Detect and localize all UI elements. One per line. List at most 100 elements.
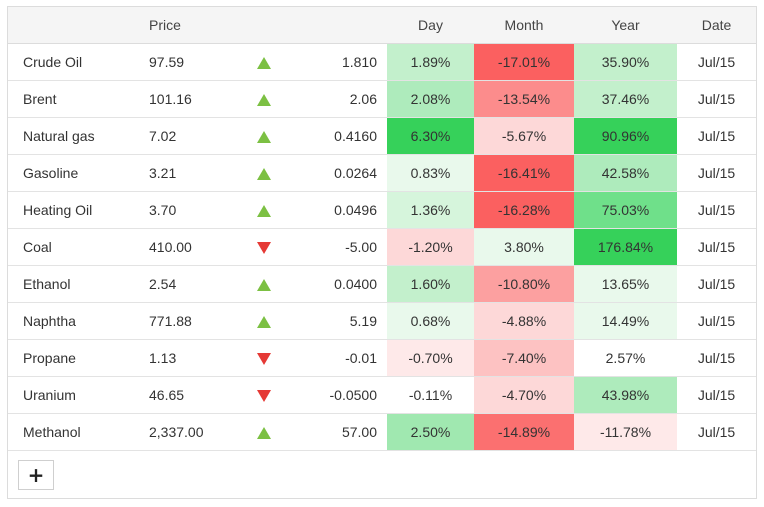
year-change: 75.03%	[574, 191, 677, 229]
arrow-up-icon	[257, 278, 271, 291]
arrow-down-icon	[257, 389, 271, 402]
direction-cell	[234, 43, 294, 81]
direction-cell	[234, 265, 294, 303]
price-change: 0.0264	[294, 154, 387, 192]
commodity-price: 3.70	[139, 191, 234, 229]
year-change: -11.78%	[574, 413, 677, 451]
commodities-panel: Price Day Month Year Date Crude Oil 97.59…	[7, 6, 757, 499]
price-change: 0.0400	[294, 265, 387, 303]
table-row[interactable]: Ethanol 2.54 0.0400 1.60% -10.80% 13.65% Jul/1…	[8, 265, 756, 303]
table-row[interactable]: Propane 1.13 -0.01 -0.70% -7.40% 2.57% Jul/15	[8, 339, 756, 377]
header-day[interactable]: Day	[387, 7, 474, 44]
price-change: 5.19	[294, 302, 387, 340]
table-row[interactable]: Brent 101.16 2.06 2.08% -13.54% 37.46% Jul/15	[8, 80, 756, 118]
commodity-name: Crude Oil	[8, 43, 139, 81]
month-change: -7.40%	[474, 339, 574, 377]
table-row[interactable]: Methanol 2,337.00 57.00 2.50% -14.89% -11.78%…	[8, 413, 756, 451]
arrow-up-icon	[257, 130, 271, 143]
arrow-down-icon	[257, 352, 271, 365]
header-year[interactable]: Year	[574, 7, 677, 44]
commodity-price: 1.13	[139, 339, 234, 377]
month-change: -16.28%	[474, 191, 574, 229]
year-change: 2.57%	[574, 339, 677, 377]
commodity-price: 7.02	[139, 117, 234, 155]
header-change	[294, 7, 387, 44]
table-row[interactable]: Gasoline 3.21 0.0264 0.83% -16.41% 42.58% Jul/…	[8, 154, 756, 192]
year-change: 37.46%	[574, 80, 677, 118]
direction-cell	[234, 80, 294, 118]
direction-cell	[234, 117, 294, 155]
price-change: -0.0500	[294, 376, 387, 414]
commodity-price: 46.65	[139, 376, 234, 414]
header-month[interactable]: Month	[474, 7, 574, 44]
direction-cell	[234, 413, 294, 451]
row-date: Jul/15	[677, 43, 756, 81]
direction-cell	[234, 228, 294, 266]
day-change: -0.11%	[387, 376, 474, 414]
commodity-name: Ethanol	[8, 265, 139, 303]
arrow-up-icon	[257, 426, 271, 439]
day-change: 1.60%	[387, 265, 474, 303]
month-change: -5.67%	[474, 117, 574, 155]
table-row[interactable]: Coal 410.00 -5.00 -1.20% 3.80% 176.84% Jul/15	[8, 228, 756, 266]
commodity-price: 410.00	[139, 228, 234, 266]
row-date: Jul/15	[677, 265, 756, 303]
commodity-price: 97.59	[139, 43, 234, 81]
header-date[interactable]: Date	[677, 7, 756, 44]
commodity-price: 2.54	[139, 265, 234, 303]
header-name	[8, 7, 139, 44]
commodity-price: 3.21	[139, 154, 234, 192]
day-change: 0.68%	[387, 302, 474, 340]
row-date: Jul/15	[677, 302, 756, 340]
year-change: 90.96%	[574, 117, 677, 155]
commodity-name: Methanol	[8, 413, 139, 451]
row-date: Jul/15	[677, 154, 756, 192]
price-change: -0.01	[294, 339, 387, 377]
row-date: Jul/15	[677, 413, 756, 451]
row-date: Jul/15	[677, 191, 756, 229]
row-date: Jul/15	[677, 80, 756, 118]
direction-cell	[234, 376, 294, 414]
commodity-name: Gasoline	[8, 154, 139, 192]
arrow-up-icon	[257, 204, 271, 217]
commodity-name: Heating Oil	[8, 191, 139, 229]
month-change: -10.80%	[474, 265, 574, 303]
month-change: -4.70%	[474, 376, 574, 414]
row-date: Jul/15	[677, 228, 756, 266]
header-arrow	[234, 7, 294, 44]
day-change: 1.36%	[387, 191, 474, 229]
month-change: -4.88%	[474, 302, 574, 340]
commodity-name: Brent	[8, 80, 139, 118]
table-row[interactable]: Heating Oil 3.70 0.0496 1.36% -16.28% 75.03% J…	[8, 191, 756, 229]
month-change: -13.54%	[474, 80, 574, 118]
table-row[interactable]: Uranium 46.65 -0.0500 -0.11% -4.70% 43.98% Jul…	[8, 376, 756, 414]
year-change: 176.84%	[574, 228, 677, 266]
header-price[interactable]: Price	[139, 7, 234, 44]
year-change: 13.65%	[574, 265, 677, 303]
arrow-up-icon	[257, 56, 271, 69]
price-change: -5.00	[294, 228, 387, 266]
table-row[interactable]: Naphtha 771.88 5.19 0.68% -4.88% 14.49% Jul/15	[8, 302, 756, 340]
price-change: 1.810	[294, 43, 387, 81]
day-change: 1.89%	[387, 43, 474, 81]
year-change: 43.98%	[574, 376, 677, 414]
arrow-up-icon	[257, 167, 271, 180]
month-change: -14.89%	[474, 413, 574, 451]
year-change: 42.58%	[574, 154, 677, 192]
commodity-name: Naphtha	[8, 302, 139, 340]
table-body: Crude Oil 97.59 1.810 1.89% -17.01% 35.90% Jul…	[8, 43, 756, 451]
table-row[interactable]: Natural gas 7.02 0.4160 6.30% -5.67% 90.96% Ju…	[8, 117, 756, 155]
month-change: 3.80%	[474, 228, 574, 266]
row-date: Jul/15	[677, 376, 756, 414]
day-change: 2.08%	[387, 80, 474, 118]
commodity-name: Propane	[8, 339, 139, 377]
direction-cell	[234, 191, 294, 229]
table-header: Price Day Month Year Date	[8, 7, 756, 44]
table-row[interactable]: Crude Oil 97.59 1.810 1.89% -17.01% 35.90% Jul…	[8, 43, 756, 81]
add-row-button[interactable]: +	[18, 460, 54, 490]
arrow-up-icon	[257, 93, 271, 106]
price-change: 0.0496	[294, 191, 387, 229]
day-change: 2.50%	[387, 413, 474, 451]
month-change: -16.41%	[474, 154, 574, 192]
commodity-price: 101.16	[139, 80, 234, 118]
